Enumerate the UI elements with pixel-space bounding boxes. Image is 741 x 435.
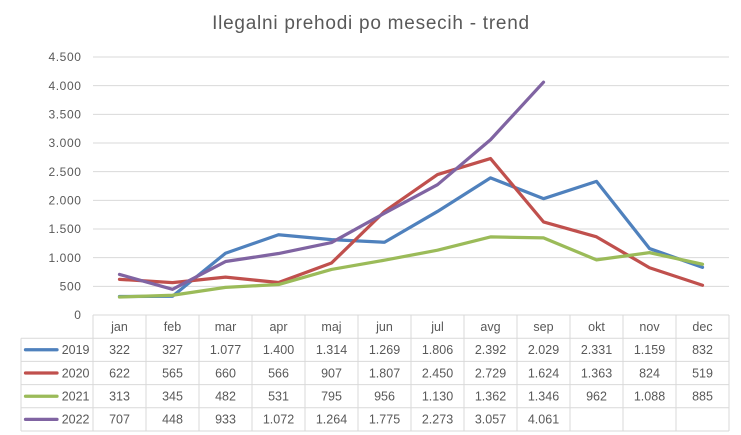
svg-text:3.000: 3.000: [48, 136, 81, 150]
svg-text:1.500: 1.500: [48, 222, 81, 236]
svg-text:2.500: 2.500: [48, 165, 81, 179]
svg-text:345: 345: [162, 390, 183, 404]
svg-text:1.077: 1.077: [210, 343, 241, 357]
svg-text:2021: 2021: [62, 390, 90, 404]
svg-text:1.346: 1.346: [528, 390, 559, 404]
svg-text:dec: dec: [692, 320, 712, 334]
svg-text:3.057: 3.057: [475, 413, 506, 427]
svg-text:519: 519: [692, 366, 713, 380]
svg-text:2.029: 2.029: [528, 343, 559, 357]
svg-text:1.363: 1.363: [581, 366, 612, 380]
svg-text:482: 482: [215, 390, 236, 404]
svg-text:1.072: 1.072: [263, 413, 294, 427]
svg-text:mar: mar: [215, 320, 237, 334]
svg-text:956: 956: [374, 390, 395, 404]
svg-text:1.807: 1.807: [369, 366, 400, 380]
svg-text:566: 566: [268, 366, 289, 380]
svg-text:795: 795: [321, 390, 342, 404]
svg-text:1.088: 1.088: [634, 390, 665, 404]
svg-text:327: 327: [162, 343, 183, 357]
svg-text:okt: okt: [588, 320, 605, 334]
svg-text:4.061: 4.061: [528, 413, 559, 427]
svg-text:1.775: 1.775: [369, 413, 400, 427]
svg-text:maj: maj: [321, 320, 341, 334]
svg-text:jan: jan: [110, 320, 128, 334]
svg-text:2.450: 2.450: [422, 366, 453, 380]
svg-text:1.400: 1.400: [263, 343, 294, 357]
svg-text:962: 962: [586, 390, 607, 404]
svg-text:824: 824: [639, 366, 660, 380]
svg-text:apr: apr: [269, 320, 287, 334]
svg-text:4.000: 4.000: [48, 79, 81, 93]
svg-text:1.130: 1.130: [422, 390, 453, 404]
svg-text:707: 707: [109, 413, 130, 427]
svg-text:nov: nov: [639, 320, 660, 334]
svg-text:jul: jul: [430, 320, 444, 334]
svg-text:4.500: 4.500: [48, 50, 81, 64]
svg-text:3.500: 3.500: [48, 108, 81, 122]
svg-text:565: 565: [162, 366, 183, 380]
svg-text:1.000: 1.000: [48, 251, 81, 265]
svg-text:0: 0: [74, 308, 81, 322]
svg-text:jun: jun: [375, 320, 393, 334]
svg-text:2022: 2022: [62, 413, 90, 427]
svg-text:2.331: 2.331: [581, 343, 612, 357]
svg-text:1.159: 1.159: [634, 343, 665, 357]
svg-text:313: 313: [109, 390, 130, 404]
svg-text:448: 448: [162, 413, 183, 427]
svg-text:660: 660: [215, 366, 236, 380]
svg-text:907: 907: [321, 366, 342, 380]
svg-text:1.806: 1.806: [422, 343, 453, 357]
svg-text:2019: 2019: [62, 343, 90, 357]
svg-text:500: 500: [60, 280, 82, 294]
svg-text:1.362: 1.362: [475, 390, 506, 404]
svg-text:1.269: 1.269: [369, 343, 400, 357]
svg-text:2.000: 2.000: [48, 194, 81, 208]
svg-text:2.392: 2.392: [475, 343, 506, 357]
svg-text:2.273: 2.273: [422, 413, 453, 427]
svg-text:sep: sep: [533, 320, 553, 334]
svg-text:832: 832: [692, 343, 713, 357]
svg-text:avg: avg: [480, 320, 500, 334]
svg-text:2020: 2020: [62, 366, 90, 380]
svg-text:1.314: 1.314: [316, 343, 347, 357]
svg-text:531: 531: [268, 390, 289, 404]
svg-text:322: 322: [109, 343, 130, 357]
svg-text:feb: feb: [164, 320, 181, 334]
svg-text:622: 622: [109, 366, 130, 380]
svg-text:933: 933: [215, 413, 236, 427]
svg-text:885: 885: [692, 390, 713, 404]
svg-text:Ilegalni prehodi po mesecih -: Ilegalni prehodi po mesecih - trend: [212, 13, 530, 34]
svg-text:1.264: 1.264: [316, 413, 347, 427]
svg-text:1.624: 1.624: [528, 366, 559, 380]
svg-text:2.729: 2.729: [475, 366, 506, 380]
